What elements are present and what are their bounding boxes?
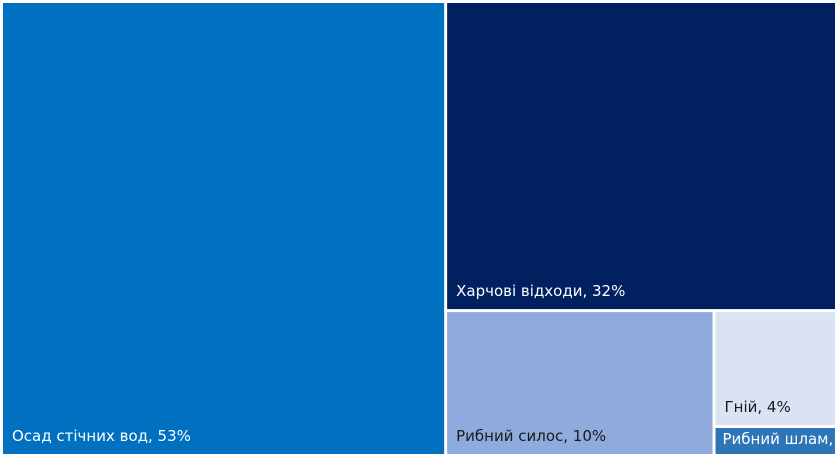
tile bbox=[715, 312, 835, 426]
tile bbox=[447, 3, 835, 310]
tile bbox=[715, 428, 835, 454]
tile bbox=[447, 312, 713, 454]
tile-label: Гній, 4% bbox=[725, 398, 791, 416]
tile-label: Осад стічних вод, 53% bbox=[12, 427, 191, 445]
tile-label: Рибний шлам, 1% bbox=[723, 430, 838, 448]
tile bbox=[3, 3, 445, 454]
tile-label: Харчові відходи, 32% bbox=[456, 282, 625, 300]
tile-label: Рибний силос, 10% bbox=[456, 427, 606, 445]
